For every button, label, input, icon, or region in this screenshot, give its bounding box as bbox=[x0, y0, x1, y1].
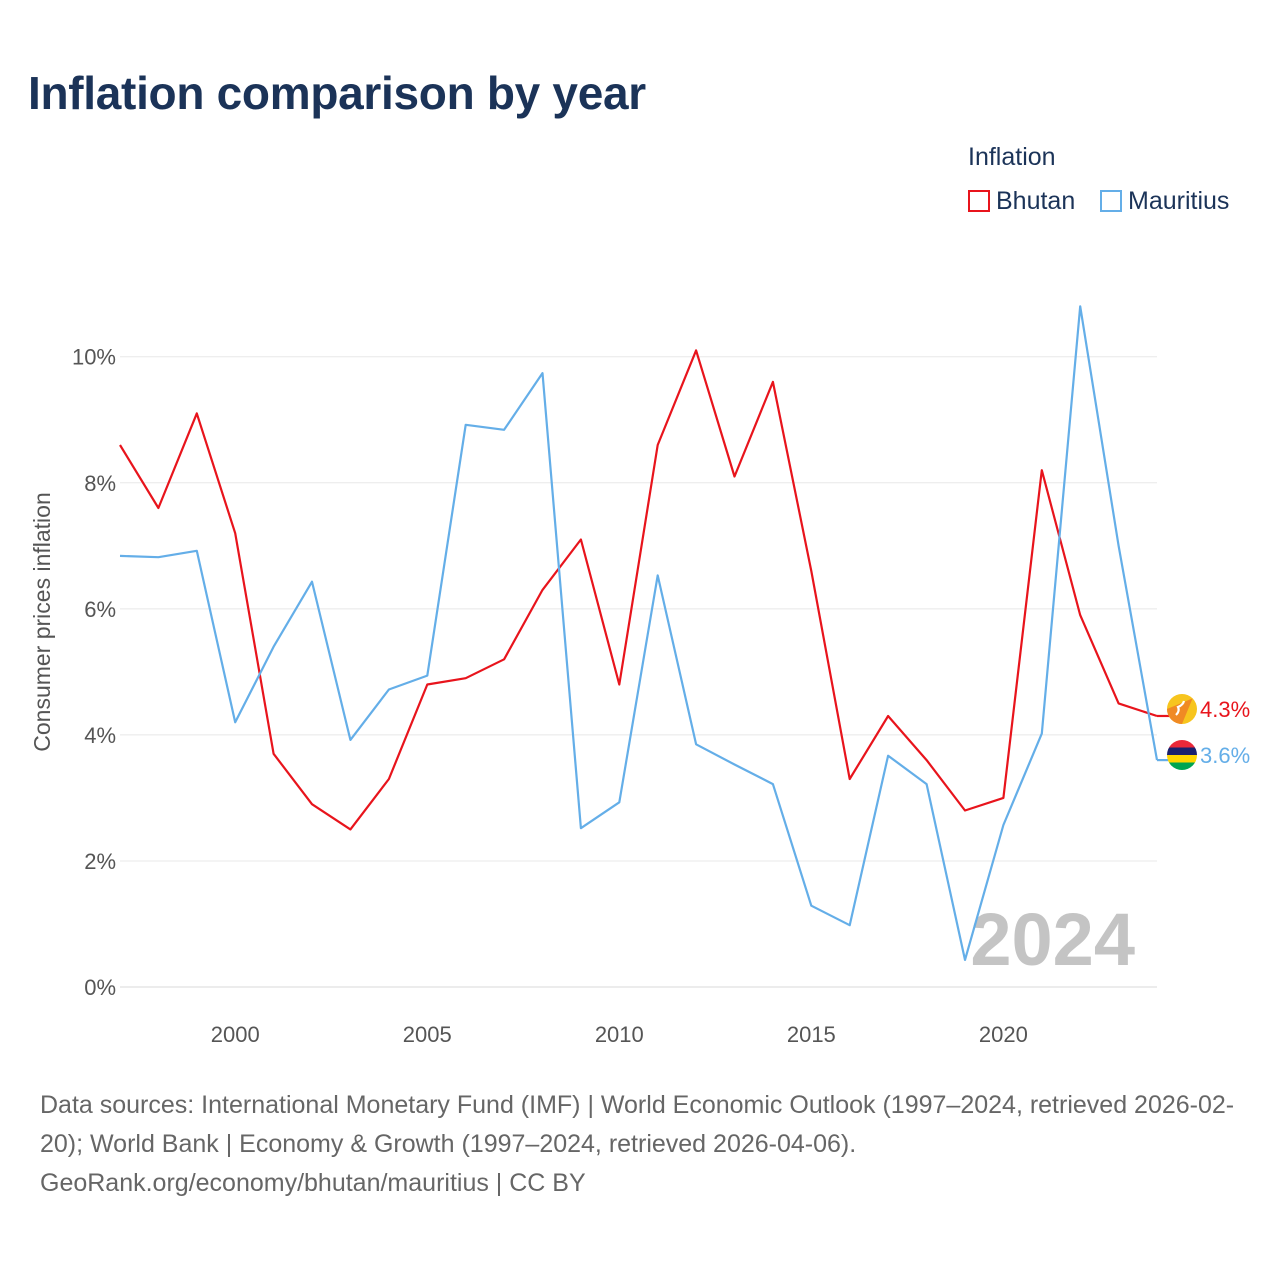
source-link[interactable]: GeoRank.org/economy/bhutan/mauritius | C… bbox=[40, 1169, 586, 1197]
y-tick-label: 6% bbox=[84, 597, 116, 622]
source-text: Data sources: International Monetary Fun… bbox=[40, 1091, 1235, 1158]
x-tick-label: 2005 bbox=[403, 1022, 452, 1047]
series-layer bbox=[119, 305, 1159, 962]
x-tick-label: 2015 bbox=[787, 1022, 836, 1047]
line-chart: 2024 0% 2% 4% 6% 8% 10% 2000 2005 2010 2015 2020 C… bbox=[29, 305, 1250, 1047]
legend-swatch-mauritius bbox=[1100, 190, 1122, 212]
y-tick-label: 4% bbox=[84, 723, 116, 748]
x-tick-label: 2000 bbox=[211, 1022, 260, 1047]
series-line-bhutan[interactable] bbox=[119, 349, 1158, 831]
bhutan-flag-half bbox=[1167, 698, 1193, 724]
x-tick-label: 2010 bbox=[595, 1022, 644, 1047]
y-tick-label: 2% bbox=[84, 849, 116, 874]
series-line-mauritius[interactable] bbox=[119, 305, 1159, 962]
bhutan-flag-dragon bbox=[1175, 700, 1186, 716]
legend-swatch-bhutan bbox=[968, 190, 990, 212]
legend-label-bhutan: Bhutan bbox=[996, 186, 1076, 215]
end-value-label-bhutan: 4.3% bbox=[1200, 697, 1250, 722]
legend-item-mauritius[interactable]: Mauritius bbox=[1100, 186, 1229, 216]
y-axis-label: Consumer prices inflation bbox=[29, 492, 55, 752]
axis-layer: 0% 2% 4% 6% 8% 10% 2000 2005 2010 2015 2020 bbox=[72, 345, 1028, 1047]
grid-layer bbox=[120, 356, 1157, 988]
legend-item-bhutan[interactable]: Bhutan bbox=[968, 186, 1075, 216]
legend-title: Inflation bbox=[968, 143, 1056, 171]
x-tick-label: 2020 bbox=[979, 1022, 1028, 1047]
end-value-label-mauritius: 3.6% bbox=[1200, 743, 1250, 768]
legend-label-mauritius: Mauritius bbox=[1128, 186, 1230, 215]
y-tick-label: 8% bbox=[84, 471, 116, 496]
source-footer: Data sources: International Monetary Fun… bbox=[40, 1086, 1250, 1203]
y-tick-label: 0% bbox=[84, 975, 116, 1000]
mauritius-flag-icon bbox=[1167, 740, 1197, 770]
y-tick-label: 10% bbox=[72, 345, 116, 370]
chart-title: Inflation comparison by year bbox=[28, 67, 646, 119]
end-labels-layer: 4.3% 3.6% bbox=[1157, 694, 1250, 770]
year-watermark: 2024 bbox=[970, 898, 1135, 981]
